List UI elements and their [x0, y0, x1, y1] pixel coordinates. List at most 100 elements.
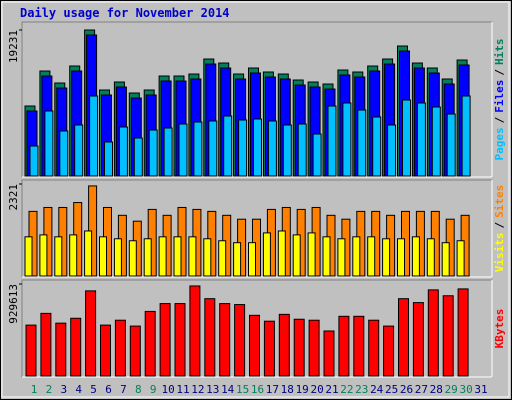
bar [29, 145, 39, 177]
bar [118, 126, 128, 177]
bar [368, 319, 380, 377]
bar [278, 313, 290, 377]
bar [128, 240, 137, 277]
bar [322, 236, 331, 277]
bar [188, 236, 197, 277]
bar [253, 118, 262, 177]
bar [148, 129, 158, 177]
bar [25, 324, 37, 377]
bar [39, 234, 48, 277]
legend: Pages / Files / Hits [493, 39, 506, 161]
bar [178, 123, 188, 177]
legend-entry: Sites [493, 185, 506, 218]
y-tick-label: 929613 [7, 284, 20, 324]
bar [249, 314, 260, 377]
x-tick-label: 3 [60, 383, 67, 396]
x-tick-label: 28 [430, 383, 443, 396]
x-tick-label: 1 [31, 383, 38, 396]
bar [174, 303, 186, 377]
bar [218, 240, 227, 277]
bar [426, 238, 435, 277]
x-tick-label: 8 [135, 383, 142, 396]
bar [398, 298, 409, 377]
bar [163, 127, 173, 177]
bar [367, 236, 376, 277]
legend: KBytes [493, 309, 506, 349]
bar [282, 124, 292, 177]
x-tick-label: 20 [310, 383, 323, 396]
bar [159, 303, 171, 377]
bar [113, 238, 122, 277]
bar [144, 310, 156, 377]
bar [59, 130, 69, 177]
bar [189, 285, 201, 377]
bar [402, 99, 411, 177]
bar [70, 317, 82, 377]
bar [308, 319, 320, 377]
legend-entry: Visits [493, 233, 506, 273]
bar [44, 110, 54, 177]
x-tick-label: 9 [150, 383, 157, 396]
bar [24, 236, 33, 277]
x-tick-label: 23 [355, 383, 368, 396]
bar [293, 318, 305, 377]
bar [208, 120, 218, 177]
bar [441, 242, 450, 277]
bar [383, 325, 395, 377]
legend-entry: Pages [493, 127, 506, 160]
y-tick-label: 2321 [7, 184, 20, 211]
x-tick-label: 16 [251, 383, 264, 396]
x-tick-label: 5 [90, 383, 97, 396]
x-tick-label: 21 [325, 383, 338, 396]
bar [89, 95, 99, 177]
bar [54, 236, 63, 277]
bar [307, 232, 316, 277]
x-tick-label: 31 [474, 383, 487, 396]
legend-entry: KBytes [493, 309, 506, 349]
bar [203, 238, 212, 277]
x-tick-label: 7 [120, 383, 127, 396]
legend-separator: / [493, 116, 506, 123]
x-tick-label: 2 [46, 383, 53, 396]
bar [114, 319, 126, 377]
legend-separator: / [493, 69, 506, 76]
bar [233, 242, 242, 277]
bar [133, 137, 143, 177]
bar [267, 120, 277, 177]
bar [85, 290, 97, 377]
bar [352, 236, 361, 277]
x-tick-label: 17 [266, 383, 279, 396]
bar [338, 315, 350, 377]
bar [143, 238, 152, 277]
bar [446, 113, 456, 177]
bar [223, 115, 233, 177]
bar [442, 295, 454, 377]
bar [397, 238, 405, 277]
bar [323, 330, 335, 377]
bar [457, 288, 469, 377]
bar [427, 289, 439, 377]
bar [55, 322, 67, 377]
bar [327, 105, 337, 177]
bar [84, 230, 93, 277]
bar [372, 116, 382, 177]
x-tick-label: 13 [206, 383, 219, 396]
bar [387, 124, 397, 177]
legend-entry: Hits [493, 39, 506, 66]
bar [416, 102, 426, 177]
x-tick-label: 14 [221, 383, 235, 396]
x-tick-label: 18 [281, 383, 294, 396]
x-tick-label: 29 [445, 383, 458, 396]
x-tick-label: 26 [400, 383, 413, 396]
bar [411, 236, 420, 277]
bar [248, 242, 256, 277]
x-tick-label: 6 [105, 383, 112, 396]
bar [456, 240, 465, 277]
bar [69, 234, 78, 277]
bar [263, 320, 275, 377]
x-tick-label: 24 [370, 383, 384, 396]
bar [219, 303, 231, 377]
bar [234, 304, 246, 377]
bar [412, 302, 424, 377]
